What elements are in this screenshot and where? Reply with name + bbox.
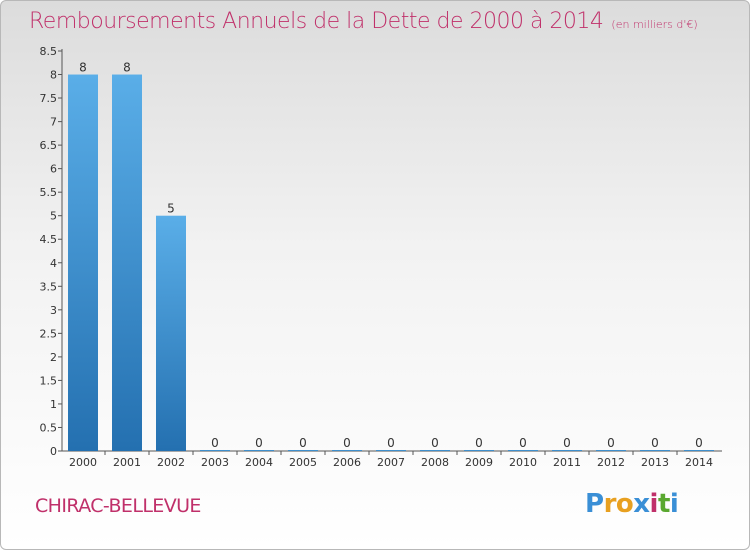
- y-tick-label: 3.5: [40, 280, 58, 293]
- bar[interactable]: [640, 450, 670, 451]
- bar[interactable]: [112, 74, 142, 451]
- x-tick-label: 2013: [641, 456, 669, 469]
- x-tick-label: 2012: [597, 456, 625, 469]
- y-tick-label: 1.5: [40, 374, 58, 387]
- x-tick-label: 2000: [69, 456, 97, 469]
- y-tick-label: 4: [50, 257, 57, 270]
- data-label: 0: [651, 436, 659, 450]
- y-tick-label: 1: [50, 398, 57, 411]
- x-tick-label: 2001: [113, 456, 141, 469]
- bar[interactable]: [508, 450, 538, 451]
- data-label: 0: [255, 436, 263, 450]
- x-tick-label: 2014: [685, 456, 713, 469]
- y-axis-ticks: 0 0.5 1 1.5 2 2.5 3 3.5 4 4.5 5 5.5 6 6.5 7 7.5 8 8.5: [40, 45, 62, 458]
- chart-bars: [68, 74, 714, 451]
- chart-data-labels: 8 8 5 0 0 0 0 0 0 0 0 0 0 0 0: [79, 61, 703, 450]
- chart-title-main: Remboursements Annuels de la Dette de 20…: [29, 9, 604, 34]
- data-label: 0: [695, 436, 703, 450]
- logo-letter: i: [669, 489, 679, 519]
- y-tick-label: 7: [50, 116, 57, 129]
- bar[interactable]: [684, 450, 714, 451]
- bar[interactable]: [156, 215, 186, 451]
- place-name: CHIRAC-BELLEVUE: [35, 495, 201, 517]
- data-label: 5: [167, 202, 175, 216]
- y-tick-label: 8: [50, 69, 57, 82]
- bar[interactable]: [244, 450, 274, 451]
- data-label: 0: [387, 436, 395, 450]
- bar[interactable]: [288, 450, 318, 451]
- bar[interactable]: [464, 450, 494, 451]
- data-label: 0: [343, 436, 351, 450]
- logo-letter: o: [615, 489, 634, 519]
- data-label: 0: [475, 436, 483, 450]
- data-label: 8: [123, 61, 131, 75]
- bar[interactable]: [552, 450, 582, 451]
- data-label: 0: [299, 436, 307, 450]
- y-tick-label: 7.5: [40, 92, 58, 105]
- y-tick-label: 6: [50, 163, 57, 176]
- y-tick-label: 2: [50, 351, 57, 364]
- x-tick-label: 2010: [509, 456, 537, 469]
- x-tick-label: 2008: [421, 456, 449, 469]
- x-tick-label: 2005: [289, 456, 317, 469]
- bar[interactable]: [68, 74, 98, 451]
- chart-title: Remboursements Annuels de la Dette de 20…: [29, 9, 698, 34]
- y-tick-label: 2.5: [40, 327, 58, 340]
- logo-letter: i: [649, 489, 659, 519]
- x-tick-label: 2002: [157, 456, 185, 469]
- logo-letter: x: [633, 489, 650, 519]
- x-tick-label: 2011: [553, 456, 581, 469]
- chart-title-unit: (en milliers d'€): [611, 18, 698, 31]
- bar[interactable]: [376, 450, 406, 451]
- y-tick-label: 6.5: [40, 139, 58, 152]
- data-label: 0: [519, 436, 527, 450]
- bar[interactable]: [420, 450, 450, 451]
- data-label: 0: [211, 436, 219, 450]
- y-tick-label: 0: [50, 445, 57, 458]
- bar[interactable]: [332, 450, 362, 451]
- y-tick-label: 4.5: [40, 233, 58, 246]
- y-tick-label: 3: [50, 304, 57, 317]
- x-tick-label: 2007: [377, 456, 405, 469]
- data-label: 0: [563, 436, 571, 450]
- y-tick-label: 0.5: [40, 421, 58, 434]
- data-label: 0: [607, 436, 615, 450]
- y-tick-label: 5: [50, 210, 57, 223]
- logo-letter: r: [603, 489, 617, 519]
- x-tick-label: 2006: [333, 456, 361, 469]
- x-tick-label: 2009: [465, 456, 493, 469]
- x-axis-ticks: 2000 2001 2002 2003 2004 2005 2006 2007 2008 2009…: [69, 451, 713, 469]
- data-label: 0: [431, 436, 439, 450]
- bar[interactable]: [200, 450, 230, 451]
- proxiti-logo[interactable]: Proxiti: [585, 489, 679, 519]
- data-label: 8: [79, 61, 87, 75]
- logo-letter: t: [657, 489, 670, 519]
- y-tick-label: 5.5: [40, 186, 58, 199]
- bar[interactable]: [596, 450, 626, 451]
- logo-letter: P: [585, 489, 604, 519]
- y-tick-label: 8.5: [40, 45, 58, 58]
- x-tick-label: 2004: [245, 456, 273, 469]
- x-tick-label: 2003: [201, 456, 229, 469]
